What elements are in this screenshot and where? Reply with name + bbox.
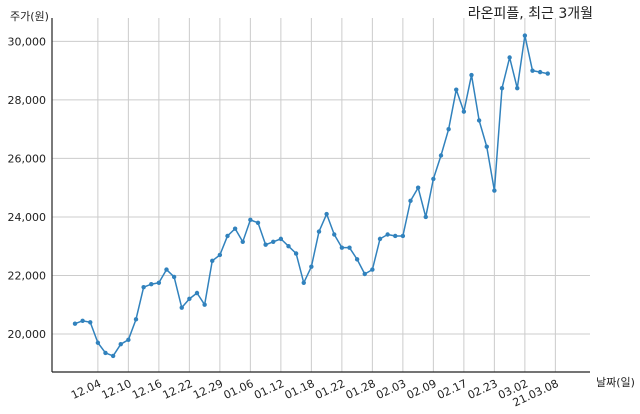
data-point	[72, 321, 78, 326]
data-point	[492, 188, 497, 193]
data-point	[522, 33, 528, 38]
data-point	[95, 340, 101, 345]
data-point	[515, 86, 520, 91]
x-tick-label: 12.10	[100, 377, 134, 402]
data-point	[332, 232, 337, 237]
data-point	[179, 305, 184, 310]
data-point	[545, 71, 550, 76]
x-axis-title: 날짜(일)	[596, 375, 635, 389]
data-point	[347, 245, 352, 250]
data-point	[370, 267, 375, 272]
grid-lines	[52, 18, 590, 372]
x-tick-label: 12.22	[161, 377, 195, 402]
data-point	[164, 267, 169, 272]
data-point	[339, 245, 345, 250]
price-series	[72, 33, 550, 359]
x-tick-label: 01.12	[252, 377, 286, 402]
data-point	[210, 258, 215, 264]
data-point	[217, 252, 223, 258]
data-point	[324, 211, 329, 217]
x-tick-label: 01.28	[344, 377, 378, 402]
x-tick-label: 02.09	[405, 377, 439, 402]
data-point	[362, 271, 367, 277]
x-tick-label: 01.18	[283, 377, 317, 402]
data-point	[454, 87, 459, 92]
data-point	[469, 72, 474, 78]
data-point	[202, 302, 207, 307]
data-point	[377, 236, 383, 242]
data-point	[507, 55, 512, 60]
data-point	[354, 257, 360, 262]
data-point	[232, 226, 238, 231]
chart-title: 라온피플, 최근 3개월	[468, 6, 593, 22]
data-point	[110, 353, 116, 359]
data-point	[187, 296, 192, 302]
data-point	[385, 232, 390, 237]
data-point	[133, 317, 139, 322]
axes	[51, 18, 590, 373]
data-point	[408, 198, 413, 204]
data-point	[293, 251, 299, 256]
data-point	[149, 282, 154, 287]
y-tick-label: 20,000	[8, 328, 47, 341]
y-axis-title: 주가(원)	[10, 10, 49, 23]
data-point	[530, 68, 535, 73]
data-point	[484, 144, 489, 149]
data-point	[194, 290, 200, 296]
x-tick-labels: 12.0412.1012.1612.2212.2901.0601.1201.18…	[69, 377, 561, 409]
data-point	[431, 176, 436, 182]
data-point	[286, 243, 291, 249]
data-point	[171, 274, 177, 280]
data-point	[255, 220, 261, 225]
x-tick-label: 02.17	[435, 377, 469, 402]
data-point	[499, 86, 505, 91]
data-point	[271, 239, 276, 245]
data-point	[301, 280, 306, 285]
data-point	[118, 342, 123, 347]
x-tick-label: 01.06	[222, 377, 256, 402]
x-tick-label: 12.16	[130, 377, 164, 402]
data-point	[400, 233, 406, 239]
data-point	[126, 337, 131, 343]
data-point	[537, 69, 543, 75]
data-point	[141, 284, 146, 290]
data-point	[88, 320, 93, 325]
y-tick-label: 22,000	[8, 269, 47, 282]
data-point	[309, 264, 314, 269]
data-point	[393, 233, 398, 239]
y-tick-label: 28,000	[8, 94, 47, 107]
data-point	[248, 217, 253, 223]
x-tick-label: 01.22	[313, 377, 347, 402]
data-point	[278, 236, 284, 242]
x-tick-label: 02.03	[374, 377, 408, 402]
x-tick-label: 12.29	[191, 377, 225, 402]
data-point	[103, 350, 108, 356]
data-point	[80, 318, 85, 324]
y-tick-label: 26,000	[8, 152, 47, 165]
data-point	[156, 280, 162, 285]
data-point	[263, 242, 268, 247]
data-point	[415, 185, 421, 190]
data-point	[316, 229, 322, 234]
data-point	[446, 126, 451, 132]
x-tick-label: 12.04	[69, 377, 103, 402]
data-point	[461, 109, 467, 114]
x-tick-label: 02.23	[466, 377, 500, 402]
y-tick-label: 30,000	[8, 35, 47, 48]
y-tick-label: 24,000	[8, 211, 47, 224]
data-point	[225, 233, 230, 239]
data-point	[476, 118, 482, 123]
data-point	[240, 239, 245, 245]
data-point	[423, 214, 428, 220]
data-point	[438, 153, 444, 158]
y-tick-labels: 20,000 22,000 24,000 26,000 28,000 30,000	[8, 35, 47, 341]
